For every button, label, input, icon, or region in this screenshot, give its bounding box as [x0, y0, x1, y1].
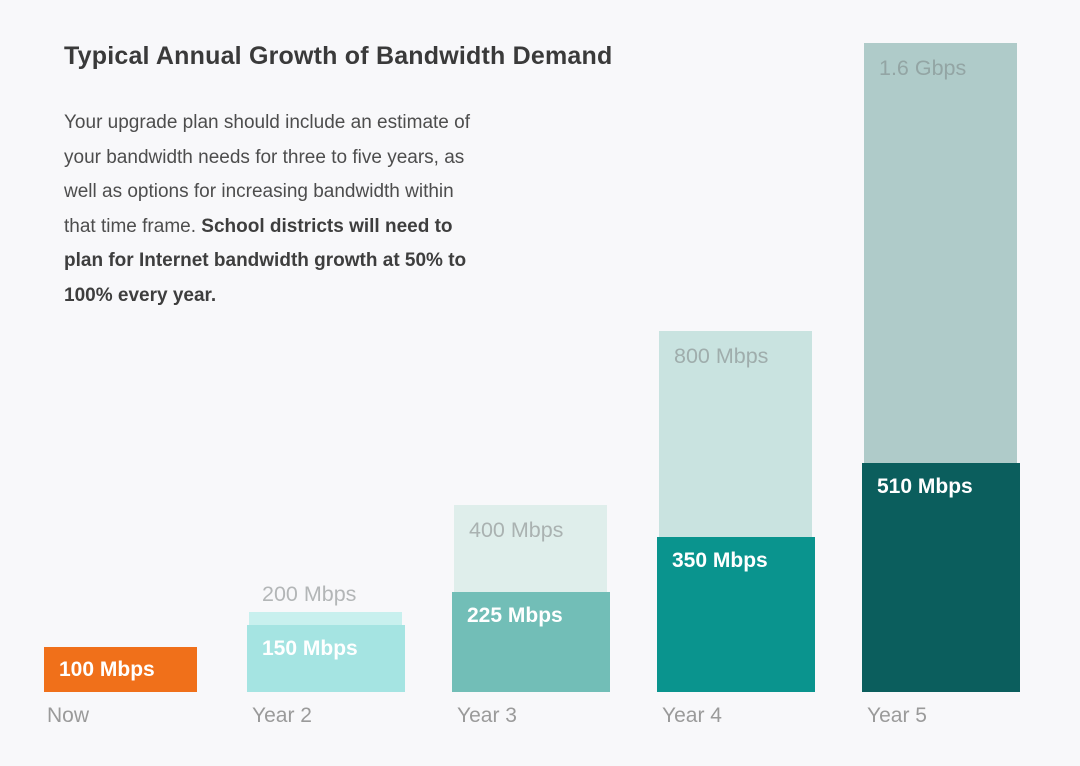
outer-bar-value-label: 800 Mbps: [674, 344, 769, 368]
inner-bar-value-label: 350 Mbps: [672, 549, 768, 572]
description-bold-text: School districts will need to plan for I…: [64, 215, 467, 306]
bar-group-year-5: 1.6 Gbps 510 Mbps Year 5: [862, 0, 1020, 766]
x-axis-label-year-2: Year 2: [252, 704, 312, 727]
inner-bar-value-label: 150 Mbps: [262, 637, 358, 660]
chart-title: Typical Annual Growth of Bandwidth Deman…: [64, 42, 613, 70]
bar-group-year-4: 800 Mbps 350 Mbps Year 4: [657, 0, 815, 766]
inner-bar: 350 Mbps: [657, 537, 815, 692]
outer-bar-value-label: 1.6 Gbps: [879, 56, 967, 80]
inner-bar: 150 Mbps: [247, 625, 405, 692]
chart-description: Your upgrade plan should include an esti…: [64, 106, 544, 313]
outer-bar-value-label: 200 Mbps: [262, 582, 357, 606]
x-axis-label-now: Now: [47, 704, 90, 727]
bar-group-year-2: 200 Mbps 150 Mbps Year 2: [247, 0, 405, 766]
x-axis-label-year-4: Year 4: [662, 704, 722, 727]
bar-group-year-3: 400 Mbps 225 Mbps Year 3: [452, 0, 610, 766]
outer-bar-value-label: 400 Mbps: [469, 518, 564, 542]
bar-group-now: 100 Mbps Now: [44, 0, 197, 766]
inner-bar-value-label: 510 Mbps: [877, 475, 973, 498]
x-axis-label-year-5: Year 5: [867, 704, 927, 727]
x-axis-label-year-3: Year 3: [457, 704, 517, 727]
inner-bar-value-label: 100 Mbps: [59, 657, 155, 681]
description-normal-text: Your upgrade plan should include an esti…: [64, 112, 470, 237]
inner-bar: 225 Mbps: [452, 592, 610, 692]
inner-bar: 510 Mbps: [862, 463, 1020, 692]
inner-bar: 100 Mbps: [44, 647, 197, 692]
inner-bar-value-label: 225 Mbps: [467, 604, 563, 627]
